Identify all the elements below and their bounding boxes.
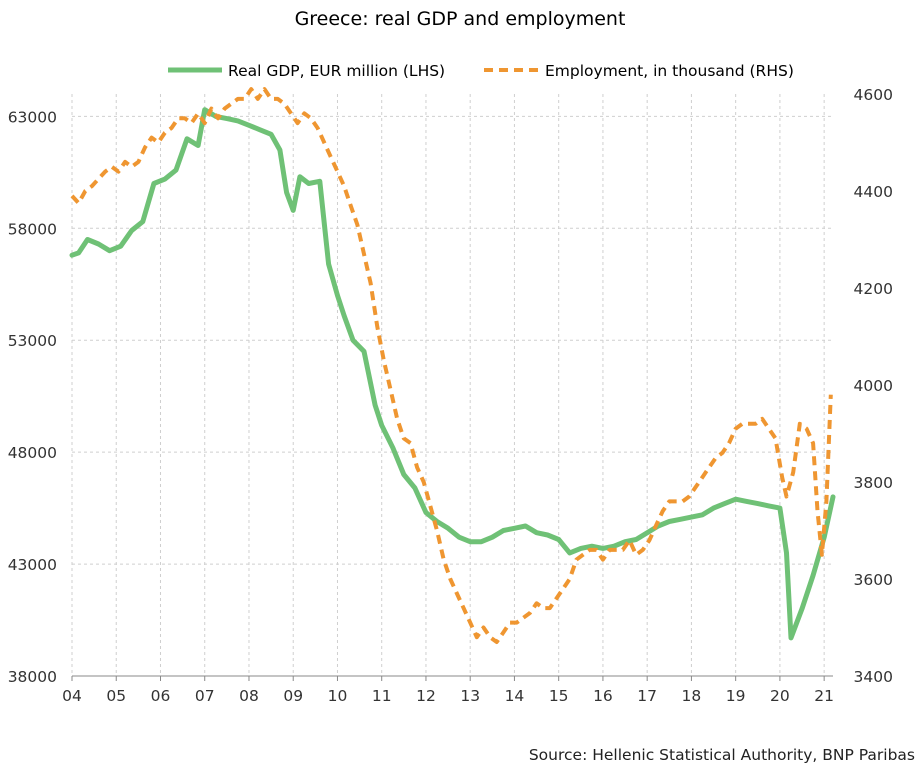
y-right-tick-label: 3800	[854, 474, 893, 492]
x-tick-label: 11	[372, 687, 392, 705]
x-tick-label: 06	[151, 687, 171, 705]
y-left-tick-labels: 63000 58000 53000 48000 43000 38000	[8, 108, 57, 686]
y-right-tick-label: 4000	[854, 377, 893, 395]
x-tick-label: 08	[239, 687, 259, 705]
x-tick-label: 14	[505, 687, 525, 705]
x-tick-label: 12	[416, 687, 436, 705]
x-tick-label: 18	[682, 687, 702, 705]
y-right-tick-label: 4400	[854, 183, 893, 201]
x-tick-labels: 04 05 06 07 08 09 10 11 12 13 14 15 16 17 18 19 20 21	[62, 676, 834, 705]
vertical-gridlines	[71, 94, 825, 676]
x-tick-label: 05	[106, 687, 126, 705]
legend-label-employment: Employment, in thousand (RHS)	[545, 62, 794, 80]
horizontal-gridlines	[72, 115, 833, 677]
chart-title: Greece: real GDP and employment	[295, 8, 626, 30]
x-tick-label: 17	[637, 687, 657, 705]
series-line-employment	[70, 87, 833, 644]
y-left-tick-label: 58000	[8, 220, 57, 238]
y-left-tick-label: 53000	[8, 332, 57, 350]
series-line-real-gdp	[69, 107, 836, 641]
x-tick-label: 15	[549, 687, 569, 705]
y-left-tick-label: 38000	[8, 668, 57, 686]
x-tick-label: 16	[593, 687, 613, 705]
y-right-tick-label: 4200	[854, 280, 893, 298]
x-tick-label: 07	[195, 687, 215, 705]
y-right-tick-label: 3600	[854, 571, 893, 589]
y-right-tick-labels: 4600 4400 4200 4000 3800 3600 3400	[854, 86, 893, 686]
legend-label-gdp: Real GDP, EUR million (LHS)	[228, 62, 445, 80]
legend: Real GDP, EUR million (LHS) Employment, …	[168, 62, 794, 80]
x-tick-label: 19	[726, 687, 746, 705]
x-tick-label: 20	[770, 687, 790, 705]
y-right-tick-label: 4600	[854, 86, 893, 104]
y-left-tick-label: 43000	[8, 556, 57, 574]
y-right-tick-label: 3400	[854, 668, 893, 686]
y-left-tick-label: 48000	[8, 444, 57, 462]
x-tick-label: 09	[283, 687, 303, 705]
y-left-tick-label: 63000	[8, 108, 57, 126]
x-tick-label: 10	[328, 687, 348, 705]
x-tick-label: 21	[814, 687, 834, 705]
source-note: Source: Hellenic Statistical Authority, …	[529, 746, 915, 764]
x-tick-label: 13	[460, 687, 480, 705]
x-tick-label: 04	[62, 687, 82, 705]
